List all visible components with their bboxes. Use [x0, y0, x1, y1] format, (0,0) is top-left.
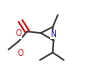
- Text: O: O: [16, 29, 22, 38]
- Text: O: O: [17, 50, 23, 58]
- Text: N: N: [51, 30, 56, 39]
